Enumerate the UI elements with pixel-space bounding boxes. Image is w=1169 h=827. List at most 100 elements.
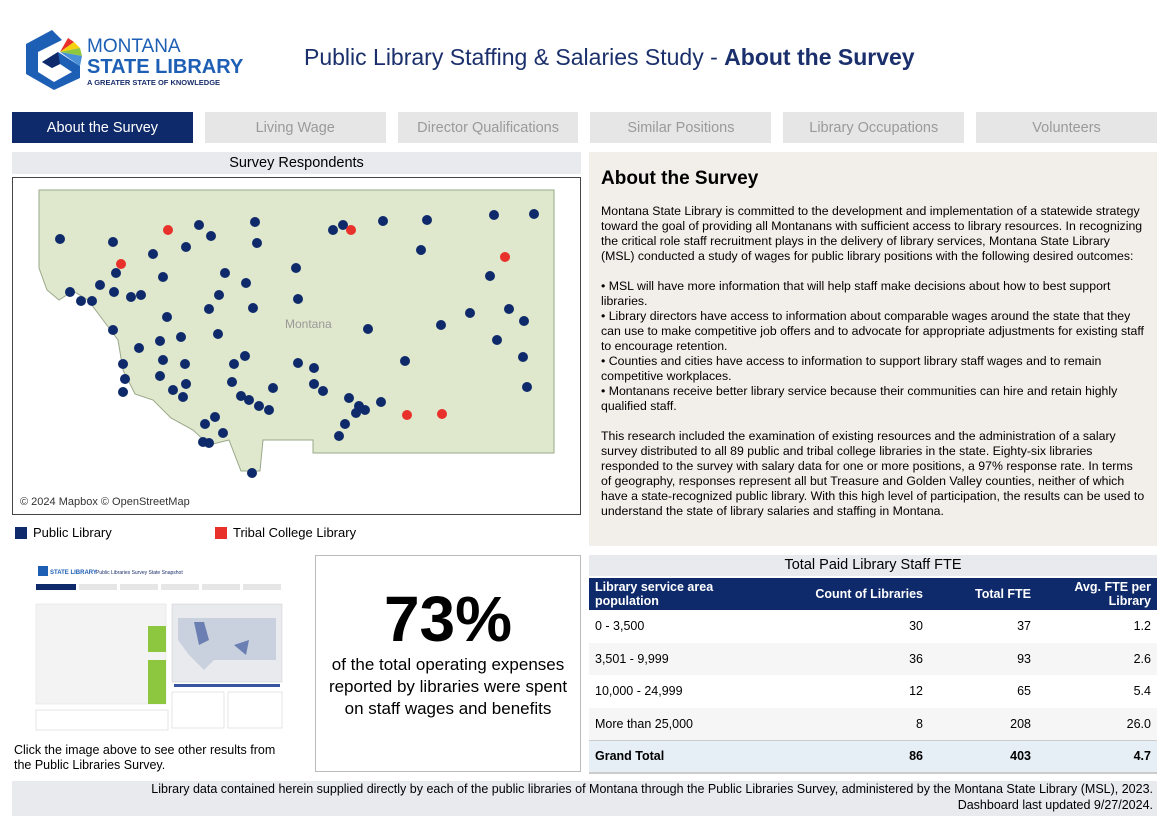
public-library-marker[interactable]: [178, 392, 188, 402]
public-library-marker[interactable]: [148, 249, 158, 259]
public-library-marker[interactable]: [162, 312, 172, 322]
public-library-marker[interactable]: [76, 296, 86, 306]
public-library-marker[interactable]: [264, 405, 274, 415]
public-library-marker[interactable]: [120, 374, 130, 384]
public-library-marker[interactable]: [214, 290, 224, 300]
public-library-marker[interactable]: [376, 397, 386, 407]
public-library-marker[interactable]: [338, 220, 348, 230]
public-library-marker[interactable]: [248, 303, 258, 313]
public-library-marker[interactable]: [181, 242, 191, 252]
public-library-marker[interactable]: [227, 377, 237, 387]
map-canvas[interactable]: Montana: [13, 178, 581, 515]
tab-library-occupations[interactable]: Library Occupations: [783, 112, 965, 143]
public-library-marker[interactable]: [236, 391, 246, 401]
public-library-marker[interactable]: [340, 419, 350, 429]
public-library-marker[interactable]: [489, 210, 499, 220]
public-library-marker[interactable]: [181, 379, 191, 389]
public-library-marker[interactable]: [229, 359, 239, 369]
public-library-marker[interactable]: [213, 329, 223, 339]
tab-living-wage[interactable]: Living Wage: [204, 112, 386, 143]
public-library-marker[interactable]: [134, 343, 144, 353]
public-library-marker[interactable]: [518, 352, 528, 362]
public-library-marker[interactable]: [204, 304, 214, 314]
tribal-college-library-marker[interactable]: [437, 409, 447, 419]
public-library-marker[interactable]: [522, 382, 532, 392]
public-library-marker[interactable]: [204, 438, 214, 448]
survey-respondents-map[interactable]: Montana: [12, 177, 581, 515]
public-library-marker[interactable]: [268, 383, 278, 393]
public-library-marker[interactable]: [65, 287, 75, 297]
public-library-marker[interactable]: [87, 296, 97, 306]
public-library-marker[interactable]: [504, 304, 514, 314]
public-library-marker[interactable]: [360, 405, 370, 415]
public-library-marker[interactable]: [436, 320, 446, 330]
public-library-marker[interactable]: [334, 431, 344, 441]
public-library-marker[interactable]: [378, 216, 388, 226]
public-library-marker[interactable]: [109, 287, 119, 297]
legend-public-library[interactable]: Public Library: [15, 525, 112, 540]
public-library-marker[interactable]: [210, 412, 220, 422]
snapshot-title: Public Libraries Survey State Snapshot: [96, 570, 183, 576]
public-library-marker[interactable]: [108, 237, 118, 247]
tab-similar-positions[interactable]: Similar Positions: [590, 112, 772, 143]
public-library-marker[interactable]: [309, 363, 319, 373]
public-library-marker[interactable]: [291, 263, 301, 273]
tribal-college-library-marker[interactable]: [163, 225, 173, 235]
public-library-marker[interactable]: [351, 408, 361, 418]
public-library-marker[interactable]: [194, 220, 204, 230]
public-library-marker[interactable]: [293, 358, 303, 368]
legend-tribal-college-library[interactable]: Tribal College Library: [215, 525, 356, 540]
public-library-marker[interactable]: [293, 294, 303, 304]
public-library-marker[interactable]: [220, 268, 230, 278]
public-library-marker[interactable]: [158, 272, 168, 282]
public-library-marker[interactable]: [416, 245, 426, 255]
public-library-marker[interactable]: [519, 316, 529, 326]
footer-source: Library data contained herein supplied d…: [151, 782, 1153, 796]
legend-label: Public Library: [33, 525, 112, 540]
public-library-marker[interactable]: [250, 217, 260, 227]
public-library-marker[interactable]: [465, 308, 475, 318]
public-library-marker[interactable]: [240, 351, 250, 361]
tab-director-qualifications[interactable]: Director Qualifications: [397, 112, 579, 143]
public-library-marker[interactable]: [111, 268, 121, 278]
public-library-marker[interactable]: [118, 359, 128, 369]
public-library-marker[interactable]: [136, 290, 146, 300]
public-library-marker[interactable]: [485, 271, 495, 281]
tab-about-the-survey[interactable]: About the Survey: [12, 112, 193, 143]
public-library-marker[interactable]: [200, 419, 210, 429]
public-library-marker[interactable]: [176, 332, 186, 342]
public-library-marker[interactable]: [155, 371, 165, 381]
public-library-marker[interactable]: [244, 395, 254, 405]
tribal-college-library-marker[interactable]: [346, 225, 356, 235]
public-library-marker[interactable]: [492, 335, 502, 345]
public-library-marker[interactable]: [344, 393, 354, 403]
public-library-marker[interactable]: [247, 468, 257, 478]
public-library-marker[interactable]: [254, 401, 264, 411]
tribal-college-library-marker[interactable]: [402, 410, 412, 420]
public-library-marker[interactable]: [241, 278, 251, 288]
public-library-marker[interactable]: [158, 355, 168, 365]
public-library-marker[interactable]: [126, 292, 136, 302]
public-library-marker[interactable]: [95, 280, 105, 290]
public-library-marker[interactable]: [55, 234, 65, 244]
svg-text:MONTANA: MONTANA: [87, 36, 181, 57]
tribal-college-library-marker[interactable]: [116, 259, 126, 269]
public-library-marker[interactable]: [328, 225, 338, 235]
public-library-marker[interactable]: [180, 359, 190, 369]
public-library-marker[interactable]: [529, 209, 539, 219]
public-library-marker[interactable]: [363, 324, 373, 334]
public-library-marker[interactable]: [309, 379, 319, 389]
public-library-marker[interactable]: [168, 385, 178, 395]
public-library-marker[interactable]: [218, 428, 228, 438]
public-library-marker[interactable]: [318, 386, 328, 396]
tribal-college-library-marker[interactable]: [500, 252, 510, 262]
public-library-marker[interactable]: [118, 387, 128, 397]
public-library-marker[interactable]: [206, 231, 216, 241]
state-snapshot-thumbnail-link[interactable]: STATE LIBRARY Public Libraries Survey St…: [14, 560, 290, 736]
public-library-marker[interactable]: [400, 356, 410, 366]
public-library-marker[interactable]: [108, 325, 118, 335]
public-library-marker[interactable]: [422, 215, 432, 225]
public-library-marker[interactable]: [252, 238, 262, 248]
tab-volunteers[interactable]: Volunteers: [976, 112, 1157, 143]
public-library-marker[interactable]: [155, 336, 165, 346]
